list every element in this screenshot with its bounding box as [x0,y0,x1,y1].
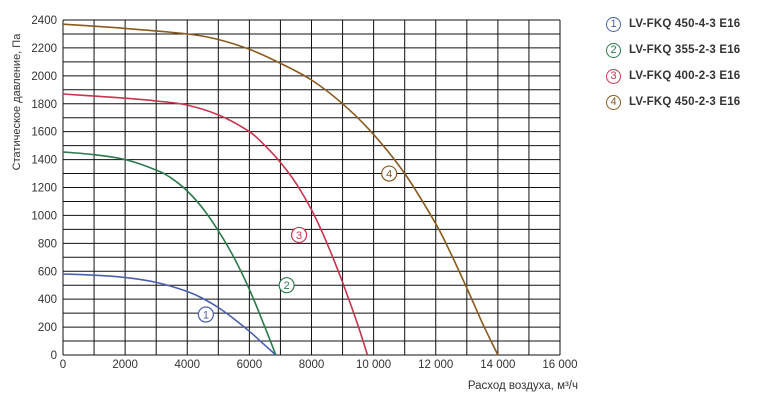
y-tick-label: 200 [38,322,57,334]
series-line [62,151,277,356]
y-tick-label: 1600 [31,127,57,139]
legend-item: 1 LV-FKQ 450-4-3 E16 [606,12,740,36]
series-markers: 1 2 3 4 [197,165,398,323]
y-tick-label: 400 [38,294,57,306]
y-tick-label: 2000 [31,71,57,83]
series-line [62,23,499,356]
legend-item: 4 LV-FKQ 450-2-3 E16 [606,90,740,114]
x-tick-label: 2000 [112,359,138,371]
y-axis-label: Статическое давление, Па [11,33,23,171]
y-tick-label: 1200 [31,183,57,195]
y-tick-label: 2200 [31,43,57,55]
x-tick-label: 14 000 [480,359,515,371]
x-axis-label: Расход воздуха, м³/ч [468,380,578,392]
y-tick-label: 1000 [31,210,57,222]
y-tick-label: 0 [51,350,57,362]
legend-item: 3 LV-FKQ 400-2-3 E16 [606,64,740,88]
x-tick-label: 4000 [174,359,200,371]
series-marker-circle [197,306,214,323]
legend: 1 LV-FKQ 450-4-3 E16 2 LV-FKQ 355-2-3 E1… [606,12,740,116]
series-marker-label: 2 [284,280,290,292]
y-tick-label: 800 [38,238,57,250]
series-line [62,273,277,356]
x-tick-label: 16 000 [542,359,577,371]
legend-item: 2 LV-FKQ 355-2-3 E16 [606,38,740,62]
y-tick-label: 600 [38,266,57,278]
y-tick-label: 1800 [31,99,57,111]
legend-marker: 4 [606,94,621,110]
y-tick-label: 2400 [31,15,57,27]
series-marker-label: 4 [386,169,392,181]
series-marker-circle [290,226,308,244]
y-tick-label: 1400 [31,155,57,167]
series-marker-label: 3 [296,230,302,242]
series-marker-circle [381,165,398,182]
legend-marker: 1 [606,16,621,32]
legend-marker: 3 [606,68,621,84]
series-layer [62,23,499,356]
series-marker-label: 1 [203,310,209,322]
grid [62,19,561,356]
x-tick-label: 0 [60,359,66,371]
x-tick-label: 10 000 [356,359,391,371]
series-marker-circle [278,277,295,294]
legend-label: LV-FKQ 450-4-3 E16 [629,18,741,30]
legend-label: LV-FKQ 450-2-3 E16 [629,96,741,108]
x-tick-label: 8000 [299,359,325,371]
legend-label: LV-FKQ 400-2-3 E16 [629,70,741,82]
legend-marker: 2 [606,42,621,58]
series-line [62,93,369,356]
tick-labels: 0 2000 4000 6000 8000 10 000 12 000 14 000 16 00… [31,15,577,371]
legend-label: LV-FKQ 355-2-3 E16 [629,44,741,56]
x-tick-label: 12 000 [418,359,453,371]
x-tick-label: 6000 [237,359,263,371]
